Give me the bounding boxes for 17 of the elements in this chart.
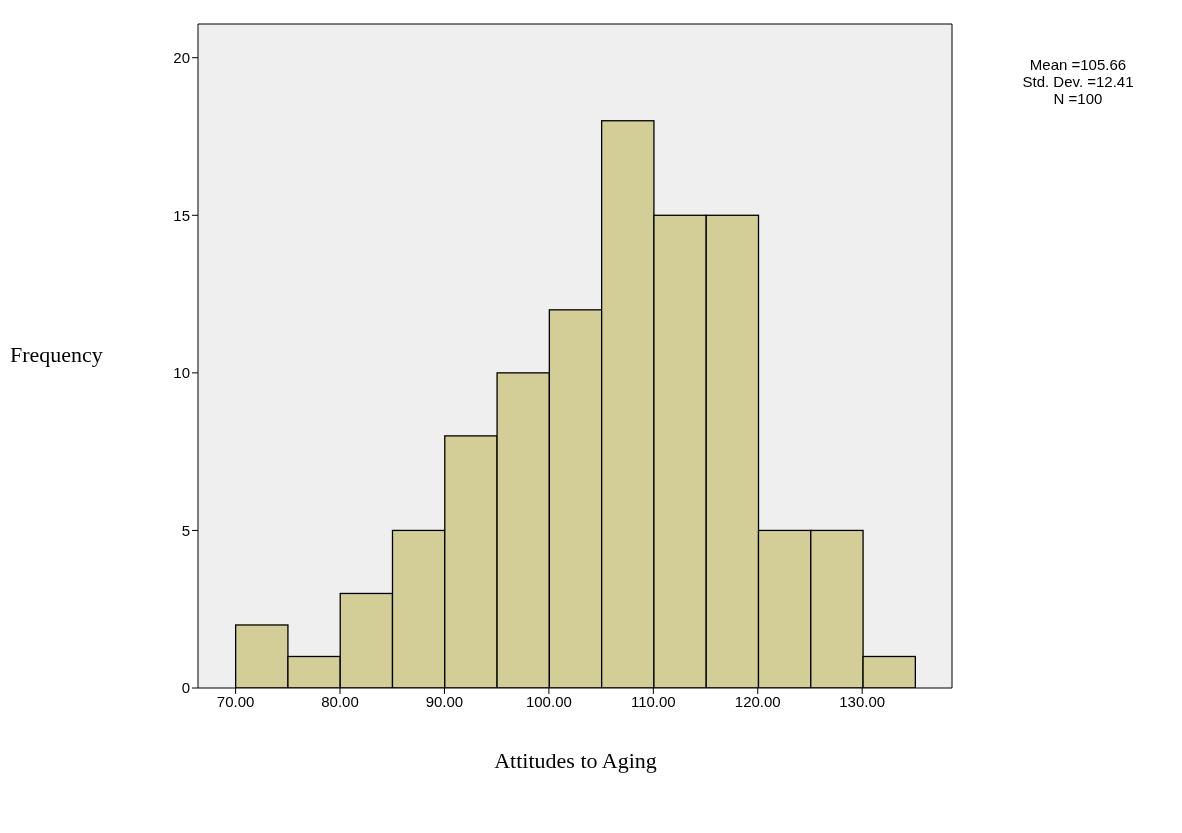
x-tick-label: 100.00: [525, 692, 572, 710]
y-tick-label: 10: [173, 364, 190, 382]
y-tick-label: 20: [173, 49, 190, 67]
y-tick-label: 0: [181, 679, 190, 697]
text: Mean =105.66: [1028, 56, 1128, 73]
x-tick-label: 130.00: [839, 692, 886, 710]
x-tick-label: 110.00: [630, 692, 676, 710]
text: N =100: [1052, 90, 1104, 107]
x-axis-title: Attitudes to Aging: [493, 748, 658, 774]
y-tick-label: 5: [181, 521, 190, 539]
y-axis-title: Frequency: [10, 341, 103, 368]
x-tick-label: 70.00: [216, 692, 255, 710]
x-tick-label: 80.00: [321, 692, 359, 710]
x-tick-label: 120.00: [734, 692, 781, 710]
y-tick-label: 15: [173, 206, 190, 224]
x-tick-label: 90.00: [425, 692, 464, 710]
text: Std. Dev. =12.41: [1021, 73, 1135, 90]
